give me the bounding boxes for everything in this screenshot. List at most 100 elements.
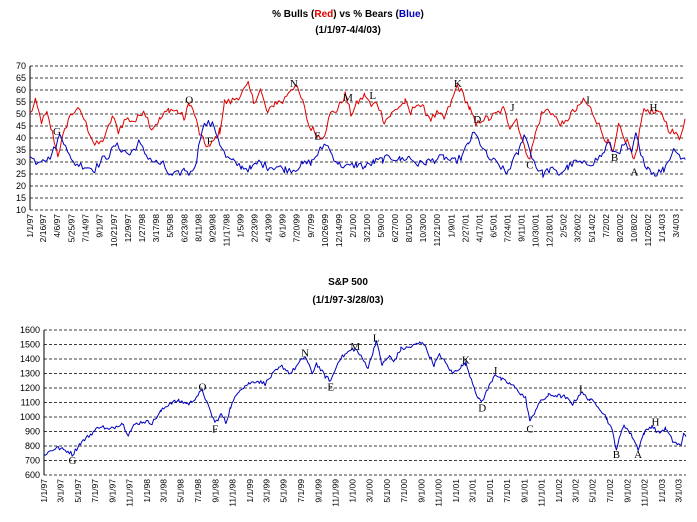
chart1-x-tick-label: 2/5/02 [559, 214, 569, 238]
chart1-annotation-a: A [631, 167, 639, 179]
chart1-gridlines [29, 65, 685, 211]
chart1-x-tick-label: 1/5/99 [236, 214, 246, 238]
chart2-x-tick-label: 9/1/97 [108, 479, 118, 503]
chart1-x-tick-label: 4/6/97 [52, 214, 62, 238]
chart2-x-tick-label: 11/1/97 [125, 479, 135, 507]
chart2-x-tick-label: 3/1/98 [159, 479, 169, 503]
chart1-x-tick-label: 12/9/97 [123, 214, 133, 243]
chart1-annotation-i: I [586, 95, 590, 107]
chart1-annotation-d: D [473, 114, 481, 126]
chart2-x-tick-label: 3/1/99 [262, 479, 272, 503]
chart2-annotation-e: E [327, 382, 334, 394]
chart2-annotation-d: D [478, 403, 486, 415]
chart2-y-tick-label: 1000 [20, 412, 40, 422]
chart2-x-tick-label: 11/1/02 [640, 479, 650, 507]
chart2-x-tick-label: 7/1/00 [399, 479, 409, 503]
chart1-x-tick-label: 8/15/00 [404, 214, 414, 243]
chart1-x-tick-label: 6/27/00 [390, 214, 400, 243]
chart2-annotation-m: M [350, 341, 360, 353]
chart2-gridlines [43, 329, 686, 476]
chart1-x-tick-label: 9/7/99 [306, 214, 316, 238]
chart2-x-tick-label: 9/1/00 [417, 479, 427, 503]
chart1-annotation-m: M [343, 92, 353, 104]
chart2-x-ticks: 1/1/97 3/1/97 5/1/97 7/1/97 9/1/97 11/1/97 1/1… [39, 479, 683, 507]
chart2-y-tick-label: 1500 [20, 340, 40, 350]
chart2-x-tick-label: 1/1/03 [657, 479, 667, 503]
chart2-x-tick-label: 11/1/98 [228, 479, 238, 507]
chart2-x-tick-label: 3/1/00 [365, 479, 375, 503]
chart2-annotation-l: L [373, 332, 380, 344]
chart1-x-tick-label: 8/11/98 [193, 214, 203, 242]
chart1-x-tick-label: 10/8/02 [629, 214, 639, 243]
chart1-y-tick-label: 10 [16, 205, 26, 215]
chart1-title-bears-word: Blue [399, 9, 421, 20]
chart2-series-s-p-500-line [43, 339, 687, 457]
chart1-y-tick-label: 45 [16, 121, 26, 131]
chart2-x-tick-label: 5/1/02 [588, 479, 598, 503]
chart1-x-tick-label: 7/24/01 [503, 214, 513, 243]
chart1-x-ticks: 1/1/97 2/16/97 4/6/97 5/25/97 7/14/97 9/1/97 1… [25, 214, 681, 247]
chart1-series [29, 80, 686, 178]
chart1-x-tick-label: 2/16/97 [38, 214, 48, 243]
chart2-annotation-n: N [301, 348, 309, 360]
chart1-y-tick-label: 40 [16, 133, 26, 143]
chart1-y-ticks: 10 15 20 25 30 35 40 45 50 55 60 65 70 [16, 61, 26, 215]
chart1-title-middle: ) vs % Bears ( [333, 9, 399, 20]
chart2-annotation-f: F [212, 424, 218, 436]
chart2-annotation-j: J [493, 365, 498, 377]
chart2-x-tick-label: 5/1/01 [485, 479, 495, 503]
chart2-y-tick-label: 1300 [20, 369, 40, 379]
chart2-x-tick-label: 1/1/98 [142, 479, 152, 503]
chart2-annotation-o: O [199, 382, 207, 394]
chart1-annotation-e: E [314, 131, 321, 143]
chart2-x-tick-label: 11/1/01 [537, 479, 547, 507]
chart2-y-ticks: 600 700 800 900 1000 1100 1200 1300 1400 1500 1600 [20, 325, 40, 480]
chart1-annotation-j: J [510, 102, 515, 114]
chart1-y-tick-label: 50 [16, 109, 26, 119]
chart1-x-tick-label: 10/30/01 [531, 214, 541, 247]
chart2-y-tick-label: 900 [25, 427, 40, 437]
chart1-x-tick-label: 1/27/98 [137, 214, 147, 243]
chart1-x-tick-label: 12/14/99 [334, 214, 344, 247]
chart1-x-tick-label: 9/1/97 [95, 214, 105, 238]
chart1-annotation-g: G [53, 126, 61, 138]
chart2-annotation-a: A [634, 449, 642, 461]
chart2-x-tick-label: 3/1/03 [673, 479, 683, 503]
chart2-x-tick-label: 7/1/97 [90, 479, 100, 503]
chart2-x-tick-label: 7/1/01 [502, 479, 512, 503]
chart2-annotation-c: C [526, 424, 533, 436]
chart2-x-tick-label: 3/1/01 [468, 479, 478, 503]
chart1-x-tick-label: 3/21/00 [362, 214, 372, 243]
chart1-annotation-f: F [207, 135, 213, 147]
chart2-x-tick-label: 5/1/98 [176, 479, 186, 503]
chart2-series [43, 339, 687, 457]
chart1-x-tick-label: 9/11/01 [517, 214, 527, 242]
chart2-y-tick-label: 700 [25, 456, 40, 466]
chart1-x-tick-label: 2/27/01 [460, 214, 470, 243]
chart1-x-tick-label: 6/23/98 [179, 214, 189, 243]
chart2-x-tick-label: 1/1/02 [554, 479, 564, 503]
chart1-series-bears-line [29, 120, 686, 178]
chart1-x-tick-label: 3/17/98 [151, 214, 161, 243]
chart1-x-tick-label: 5/5/98 [165, 214, 175, 238]
chart1-annotation-l: L [369, 90, 376, 102]
chart2-x-tick-label: 1/1/99 [245, 479, 255, 503]
chart1-y-tick-label: 30 [16, 157, 26, 167]
chart1-annotation-h: H [650, 102, 658, 114]
chart1-title: % Bulls (Red) vs % Bears (Blue) [272, 9, 424, 20]
chart2-x-tick-label: 9/1/02 [622, 479, 632, 503]
chart1-annotation-k: K [454, 78, 462, 90]
chart2-y-tick-label: 1600 [20, 325, 40, 335]
chart1-y-tick-label: 35 [16, 145, 26, 155]
chart2-x-tick-label: 11/1/00 [434, 479, 444, 507]
chart2-y-tick-label: 600 [25, 470, 40, 480]
chart1-x-tick-label: 1/1/97 [25, 214, 35, 238]
chart2-x-tick-label: 9/1/98 [210, 479, 220, 503]
chart1-y-tick-label: 55 [16, 97, 26, 107]
chart1-x-tick-label: 7/14/97 [81, 214, 91, 243]
chart2-x-tick-label: 5/1/00 [382, 479, 392, 503]
chart1-x-tick-label: 2/23/99 [250, 214, 260, 243]
chart1-x-tick-label: 1/9/01 [446, 214, 456, 238]
chart2-annotation-k: K [462, 355, 470, 367]
